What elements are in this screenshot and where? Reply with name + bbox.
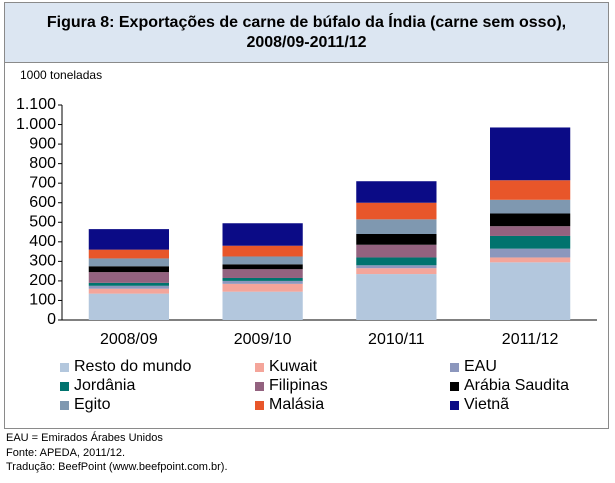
legend-label: Resto do mundo (74, 358, 192, 375)
y-tick-label: 100 (29, 292, 56, 309)
bar-segment (88, 282, 169, 286)
bar-segment (490, 257, 571, 263)
y-tick-label: 200 (29, 272, 56, 289)
bar-segment (356, 202, 437, 220)
bar-segment (356, 257, 437, 266)
bar-segment (88, 288, 169, 294)
bar-segment (490, 199, 571, 214)
x-tick-label: 2010/11 (368, 331, 425, 348)
bar-segment (222, 277, 303, 281)
y-tick-label: 500 (29, 213, 56, 230)
bar-segment (88, 272, 169, 283)
y-tick-label: 900 (29, 135, 56, 152)
bar-segment (88, 285, 169, 289)
bar-segment (222, 245, 303, 257)
y-tick-label: 1.000 (16, 116, 56, 133)
bar-segment (490, 262, 571, 320)
bar-segment (356, 265, 437, 269)
legend-label: Egito (74, 396, 111, 413)
bar-segment (490, 213, 571, 227)
note: Fonte: APEDA, 2011/12. (6, 446, 126, 459)
bar-segment (222, 269, 303, 278)
y-tick-label: 800 (29, 155, 56, 172)
y-axis-label: 1000 toneladas (20, 68, 102, 82)
legend-label: Arábia Saudita (464, 377, 569, 394)
legend-label: Malásia (269, 396, 324, 413)
chart-frame: Figura 8: Exportações de carne de búfalo… (4, 2, 609, 429)
legend-label: EAU (464, 358, 497, 375)
legend-swatch (255, 401, 264, 410)
bar-segment (356, 274, 437, 320)
bar-segment (88, 229, 169, 250)
legend-swatch (60, 401, 69, 410)
y-tick-label: 400 (29, 233, 56, 250)
notes: EAU = Emirados Árabes Unidos Fonte: APEDA… (6, 431, 228, 475)
bar-segment (356, 234, 437, 245)
bar-segment (88, 249, 169, 259)
note: EAU = Emirados Árabes Unidos (6, 432, 163, 444)
legend-swatch (450, 363, 459, 372)
legend-label: Filipinas (269, 377, 328, 394)
x-tick-label: 2009/10 (234, 331, 292, 348)
x-tick-label: 2008/09 (100, 331, 158, 348)
bar-segment (222, 256, 303, 265)
bar-segment (88, 266, 169, 273)
bar-segment (222, 264, 303, 270)
note: Tradução: BeefPoint (www.beefpoint.com.b… (6, 461, 228, 473)
legend-label: Kuwait (269, 358, 318, 375)
bar-segment (490, 180, 571, 200)
y-tick-label: 600 (29, 194, 56, 211)
bar-segment (222, 283, 303, 292)
bar-segment (490, 235, 571, 249)
bar-segment (356, 181, 437, 203)
y-tick-label: 300 (29, 253, 56, 270)
y-tick-label: 1.100 (16, 96, 56, 113)
y-tick-label: 700 (29, 174, 56, 191)
bar-segment (88, 293, 169, 320)
bar-segment (356, 219, 437, 234)
x-tick-label: 2011/12 (502, 331, 559, 348)
legend-label: Vietnã (464, 396, 509, 413)
chart: 1000 toneladas 0 100 200 300 400 500 600 700 800… (16, 68, 597, 413)
bar-segment (356, 244, 437, 258)
legend-swatch (255, 382, 264, 391)
legend-swatch (450, 382, 459, 391)
bar-segment (356, 268, 437, 275)
legend-swatch (60, 382, 69, 391)
bar-segment (222, 280, 303, 284)
legend-label: Jordânia (74, 377, 135, 394)
bar-segment (490, 226, 571, 236)
bar-segment (222, 223, 303, 246)
legend-swatch (60, 363, 69, 372)
chart-title: Figura 8: Exportações de carne de búfalo… (5, 3, 608, 63)
legend-swatch (450, 401, 459, 410)
y-tick-label: 0 (47, 311, 56, 328)
legend-swatch (255, 363, 264, 372)
bar-segment (490, 248, 571, 258)
bar-segment (490, 127, 571, 181)
bar-segment (222, 291, 303, 320)
bar-segment (88, 258, 169, 267)
